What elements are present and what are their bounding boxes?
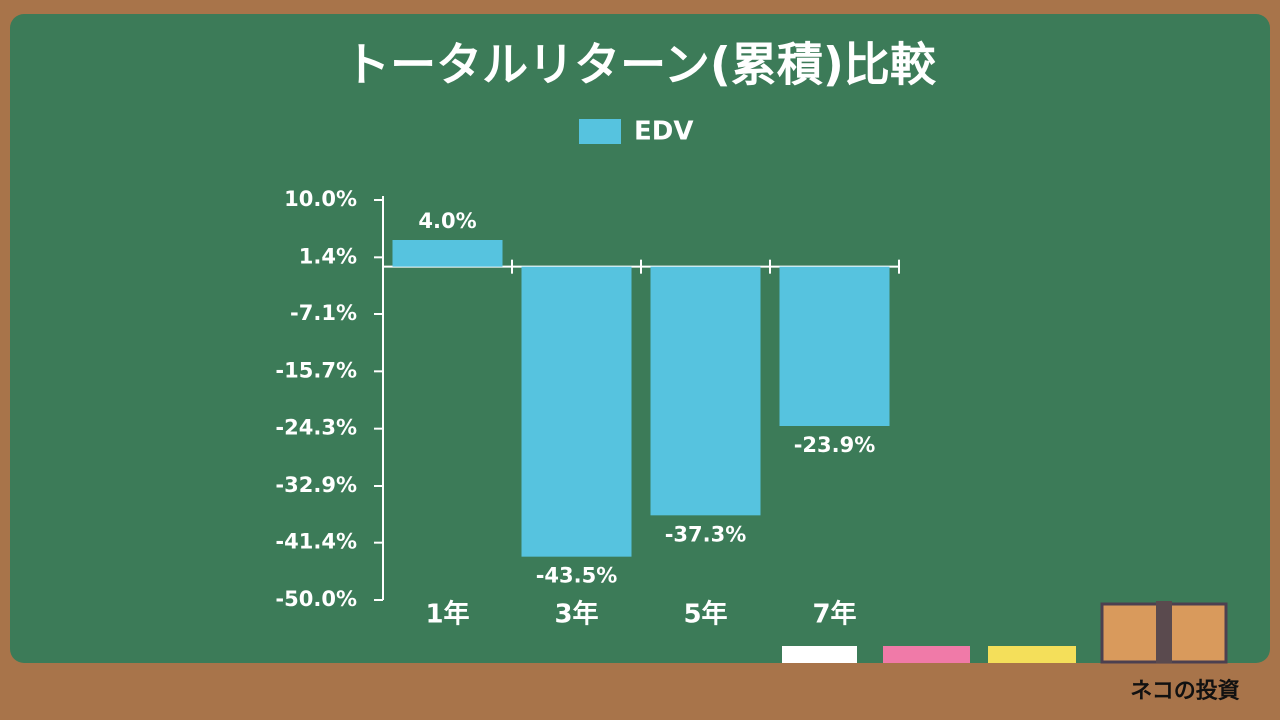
y-tick-label: -15.7% xyxy=(275,358,357,382)
chalk-yellow xyxy=(988,646,1076,663)
bar xyxy=(521,266,632,557)
chalk-pink xyxy=(883,646,970,663)
y-tick-label: 1.4% xyxy=(299,244,357,268)
bar xyxy=(779,266,890,426)
x-tick-label: 7年 xyxy=(812,599,856,630)
data-label: -43.5% xyxy=(536,564,618,588)
x-tick-label: 5年 xyxy=(683,599,727,630)
chalk-white xyxy=(782,646,857,663)
data-label: 4.0% xyxy=(418,209,476,233)
data-label: -37.3% xyxy=(665,522,747,546)
watermark: ネコの投資 xyxy=(1130,678,1240,704)
legend-label: EDV xyxy=(634,117,693,147)
chart-title: トータルリターン(累積)比較 xyxy=(344,38,937,92)
eraser-band xyxy=(1156,601,1172,663)
y-tick-label: -7.1% xyxy=(290,301,357,325)
y-tick-label: 10.0% xyxy=(284,187,357,211)
y-tick-label: -50.0% xyxy=(275,587,357,611)
x-tick-label: 3年 xyxy=(554,599,598,630)
bar xyxy=(392,240,503,267)
y-tick-label: -32.9% xyxy=(275,473,357,497)
data-label: -23.9% xyxy=(794,433,876,457)
legend-swatch xyxy=(579,119,621,144)
x-tick-label: 1年 xyxy=(425,599,469,630)
y-tick-label: -41.4% xyxy=(275,530,357,554)
y-tick-label: -24.3% xyxy=(275,416,357,440)
bar xyxy=(650,266,761,516)
chalkboard xyxy=(10,14,1270,663)
